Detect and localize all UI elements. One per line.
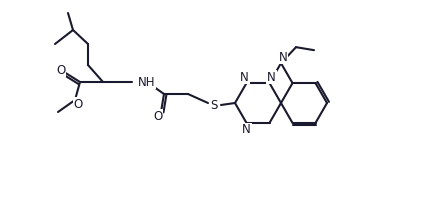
Text: N: N: [279, 51, 287, 64]
Text: O: O: [56, 64, 66, 77]
Text: S: S: [210, 99, 218, 112]
Text: N: N: [242, 123, 251, 136]
Text: N: N: [240, 71, 249, 84]
Text: NH: NH: [138, 75, 155, 88]
Text: N: N: [267, 71, 276, 84]
Text: O: O: [154, 110, 163, 123]
Text: O: O: [73, 97, 83, 110]
